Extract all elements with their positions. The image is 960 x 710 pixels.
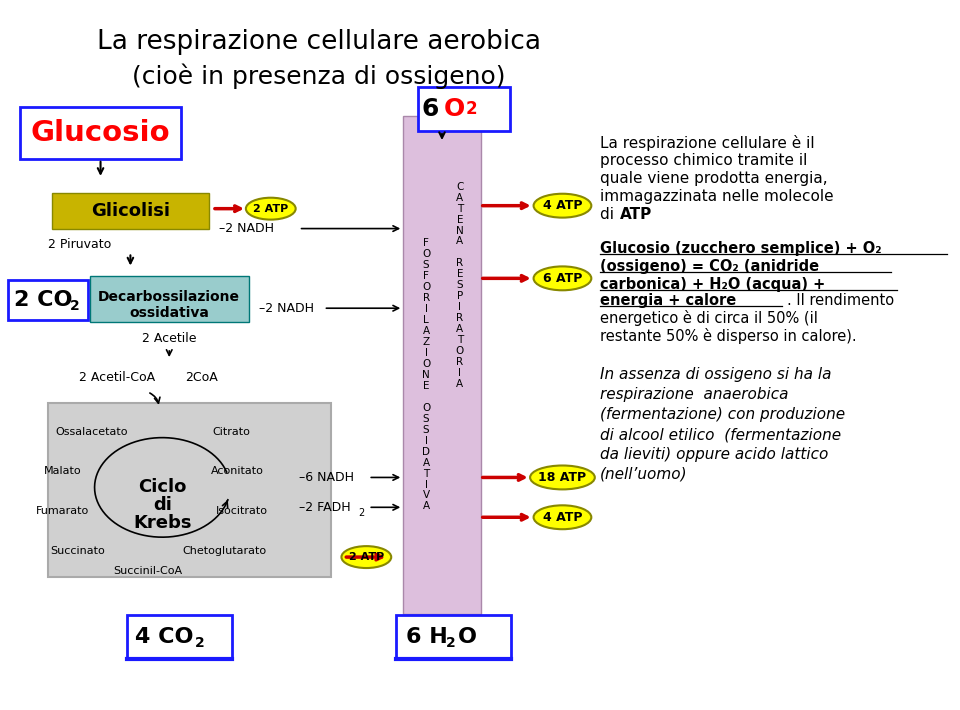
Text: Fumarato: Fumarato xyxy=(36,506,89,516)
Text: Ossalacetato: Ossalacetato xyxy=(56,427,128,437)
Text: 18 ATP: 18 ATP xyxy=(539,471,587,484)
Text: restante 50% è disperso in calore).: restante 50% è disperso in calore). xyxy=(600,328,857,344)
Ellipse shape xyxy=(342,546,392,568)
Text: Ciclo: Ciclo xyxy=(138,479,186,496)
Text: Isocitrato: Isocitrato xyxy=(216,506,268,516)
Text: –2 NADH: –2 NADH xyxy=(259,302,314,315)
Text: Chetoglutarato: Chetoglutarato xyxy=(182,546,266,556)
Text: ATP: ATP xyxy=(620,207,653,222)
Text: 2 ATP: 2 ATP xyxy=(348,552,384,562)
Text: F
O
S
F
O
R
I
L
A
Z
I
O
N
E
 
O
S
S
I
D
A
T
I
V
A: F O S F O R I L A Z I O N E O S S I D A … xyxy=(422,239,430,511)
Text: Aconitato: Aconitato xyxy=(210,466,263,476)
Text: 2 Piruvato: 2 Piruvato xyxy=(48,238,111,251)
Text: In assenza di ossigeno si ha la: In assenza di ossigeno si ha la xyxy=(600,367,831,383)
Text: 2CoA: 2CoA xyxy=(184,371,218,384)
Text: 2: 2 xyxy=(466,100,477,118)
Text: 4 ATP: 4 ATP xyxy=(542,510,582,524)
Text: di alcool etilico  (fermentazione: di alcool etilico (fermentazione xyxy=(600,427,841,442)
Text: 4 CO: 4 CO xyxy=(135,627,194,647)
Text: energetico è di circa il 50% (il: energetico è di circa il 50% (il xyxy=(600,310,818,326)
Text: Succinato: Succinato xyxy=(50,546,105,556)
Text: (ossigeno) = CO₂ (anidride: (ossigeno) = CO₂ (anidride xyxy=(600,259,820,274)
Ellipse shape xyxy=(534,506,591,529)
Text: 2 ATP: 2 ATP xyxy=(253,204,288,214)
Text: Glucosio: Glucosio xyxy=(31,119,170,147)
Text: (cioè in presenza di ossigeno): (cioè in presenza di ossigeno) xyxy=(132,63,505,89)
Text: . Il rendimento: . Il rendimento xyxy=(787,293,895,307)
Text: ossidativa: ossidativa xyxy=(130,306,209,320)
Text: 2: 2 xyxy=(70,299,80,313)
FancyBboxPatch shape xyxy=(52,192,209,229)
Text: da lieviti) oppure acido lattico: da lieviti) oppure acido lattico xyxy=(600,447,828,462)
Text: La respirazione cellulare è il: La respirazione cellulare è il xyxy=(600,135,815,151)
Text: (fermentazione) con produzione: (fermentazione) con produzione xyxy=(600,408,846,422)
FancyBboxPatch shape xyxy=(48,403,331,577)
Text: 6 ATP: 6 ATP xyxy=(542,272,582,285)
Text: Glucosio (zucchero semplice) + O₂: Glucosio (zucchero semplice) + O₂ xyxy=(600,241,882,256)
Text: 2: 2 xyxy=(358,508,365,518)
Text: 2: 2 xyxy=(446,635,456,650)
FancyBboxPatch shape xyxy=(419,87,510,131)
Text: immagazzinata nelle molecole: immagazzinata nelle molecole xyxy=(600,190,834,204)
Text: (nell’uomo): (nell’uomo) xyxy=(600,467,688,482)
Text: 4 ATP: 4 ATP xyxy=(542,200,582,212)
Ellipse shape xyxy=(534,194,591,218)
Ellipse shape xyxy=(534,266,591,290)
FancyBboxPatch shape xyxy=(89,276,249,322)
FancyBboxPatch shape xyxy=(20,107,181,159)
Text: 2 CO: 2 CO xyxy=(14,290,72,310)
Text: O: O xyxy=(458,627,477,647)
Text: 6 H: 6 H xyxy=(406,627,448,647)
Text: Citrato: Citrato xyxy=(212,427,250,437)
Text: –2 FADH: –2 FADH xyxy=(299,501,350,514)
Text: 6: 6 xyxy=(422,97,448,121)
Text: La respirazione cellulare aerobica: La respirazione cellulare aerobica xyxy=(97,30,540,55)
Text: –6 NADH: –6 NADH xyxy=(299,471,353,484)
Text: 2 Acetil-CoA: 2 Acetil-CoA xyxy=(80,371,156,384)
Text: C
A
T
E
N
A
 
R
E
S
P
I
R
A
T
O
R
I
A: C A T E N A R E S P I R A T O R I A xyxy=(456,182,464,389)
Text: quale viene prodotta energia,: quale viene prodotta energia, xyxy=(600,171,828,186)
FancyBboxPatch shape xyxy=(128,615,232,659)
Text: –2 NADH: –2 NADH xyxy=(219,222,274,235)
Text: 2: 2 xyxy=(195,635,204,650)
FancyBboxPatch shape xyxy=(396,615,511,659)
Text: processo chimico tramite il: processo chimico tramite il xyxy=(600,153,807,168)
FancyBboxPatch shape xyxy=(403,116,481,614)
Text: Decarbossilazione: Decarbossilazione xyxy=(98,290,240,305)
Text: O: O xyxy=(444,97,466,121)
Text: di: di xyxy=(600,207,619,222)
Text: di: di xyxy=(153,496,172,514)
Text: Malato: Malato xyxy=(44,466,82,476)
FancyBboxPatch shape xyxy=(8,280,87,320)
Ellipse shape xyxy=(246,197,296,219)
Text: Krebs: Krebs xyxy=(133,514,191,532)
Text: energia + calore: energia + calore xyxy=(600,293,736,307)
Text: Glicolisi: Glicolisi xyxy=(91,202,170,219)
Ellipse shape xyxy=(530,466,595,489)
Text: Succinil-CoA: Succinil-CoA xyxy=(112,566,181,576)
Text: respirazione  anaerobica: respirazione anaerobica xyxy=(600,388,789,403)
Text: 2 Acetile: 2 Acetile xyxy=(142,332,197,344)
Text: carbonica) + H₂O (acqua) +: carbonica) + H₂O (acqua) + xyxy=(600,277,826,292)
